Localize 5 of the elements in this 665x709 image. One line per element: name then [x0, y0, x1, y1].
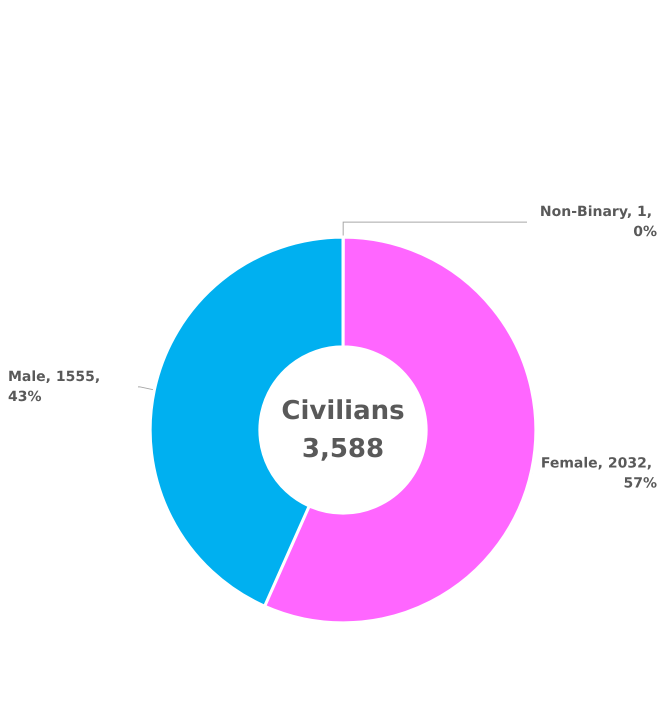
slice-label: Male, 1555, 43% [8, 368, 106, 405]
slice-label: Non-Binary, 1, 0% [540, 204, 657, 240]
slice-label: Female, 2032, 57% [540, 455, 657, 492]
text: 3,588 [302, 434, 384, 464]
text: Civilians [281, 396, 405, 426]
